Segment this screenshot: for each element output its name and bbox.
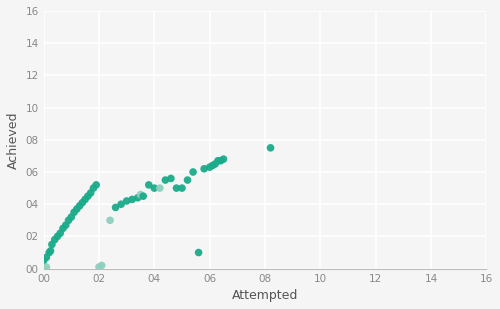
Point: [98, 263, 106, 268]
Point: [112, 205, 120, 210]
Point: [50, 237, 58, 242]
Point: [73, 207, 81, 212]
Point: [42, 265, 50, 269]
Point: [48, 242, 56, 247]
Point: [56, 231, 64, 236]
Point: [211, 162, 219, 167]
Point: [208, 163, 216, 168]
Y-axis label: Achieved: Achieved: [7, 111, 20, 168]
Point: [194, 250, 202, 255]
Point: [78, 200, 86, 205]
Point: [54, 234, 62, 239]
Point: [76, 203, 84, 208]
Point: [200, 166, 208, 171]
Point: [184, 178, 192, 183]
Point: [122, 198, 130, 203]
Point: [40, 258, 48, 263]
Point: [139, 194, 147, 199]
Point: [220, 157, 228, 162]
Point: [84, 194, 92, 199]
Point: [117, 202, 125, 207]
Point: [62, 223, 70, 228]
Point: [42, 255, 50, 260]
Point: [134, 195, 141, 200]
Point: [70, 210, 78, 215]
Point: [145, 182, 153, 187]
Point: [206, 165, 214, 170]
Point: [90, 186, 98, 191]
Point: [68, 215, 76, 220]
Point: [162, 178, 170, 183]
Point: [178, 186, 186, 191]
Point: [46, 248, 54, 253]
Point: [189, 170, 197, 175]
Point: [136, 192, 144, 197]
Point: [214, 158, 222, 163]
Point: [59, 226, 67, 231]
Point: [64, 218, 72, 223]
Point: [216, 158, 224, 163]
Point: [81, 197, 89, 202]
Point: [266, 145, 274, 150]
Point: [150, 186, 158, 191]
Point: [156, 186, 164, 191]
Point: [86, 190, 94, 195]
Point: [172, 186, 180, 191]
Point: [167, 176, 175, 181]
Point: [106, 218, 114, 223]
Point: [45, 250, 53, 255]
Point: [92, 182, 100, 187]
Point: [128, 197, 136, 202]
X-axis label: Attempted: Attempted: [232, 289, 298, 302]
Point: [95, 265, 103, 269]
